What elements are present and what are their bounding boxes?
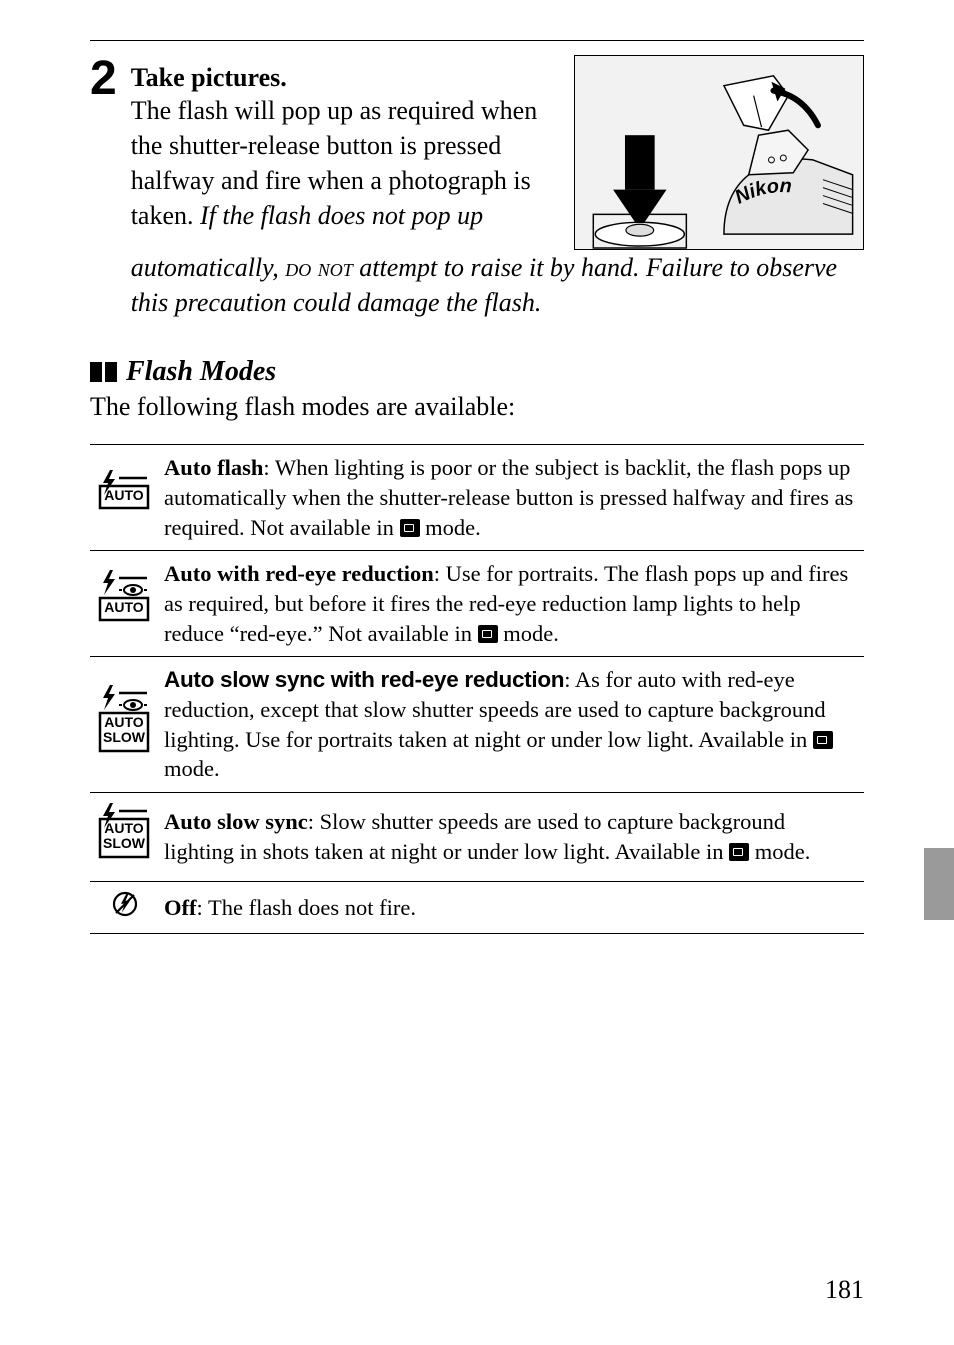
flash-mode-desc-b: mode. [498,621,559,646]
flash-auto-icon: AUTO [97,468,153,520]
flash-auto-redeye-slow-icon: AUTOSLOW [97,683,153,759]
flash-mode-description: Auto flash: When lighting is poor or the… [160,445,864,551]
svg-text:SLOW: SLOW [103,729,146,745]
flash-mode-icon-cell: AUTO [90,551,160,657]
page-number: 181 [825,1275,864,1305]
flash-mode-desc-a: : The flash does not fire. [197,895,417,920]
night-portrait-mode-icon [478,625,498,643]
flash-mode-description: Auto with red-eye reduction: Use for por… [160,551,864,657]
svg-text:AUTO: AUTO [104,487,144,503]
flash-mode-name: Auto slow sync [164,809,308,834]
flash-mode-desc-a: : When lighting is poor or the subject i… [164,455,853,539]
svg-text:AUTO: AUTO [104,820,144,836]
svg-text:AUTO: AUTO [104,714,144,730]
flash-mode-row: AUTOSLOW Auto slow sync with red-eye red… [90,657,864,793]
svg-text:SLOW: SLOW [103,835,146,851]
flash-mode-name: Off [164,895,197,920]
camera-flash-illustration-svg: Nikon [575,56,863,249]
svg-text:AUTO: AUTO [104,599,144,615]
step-content: Take pictures. The flash will pop up as … [131,55,864,320]
flash-mode-desc-b: mode. [749,839,810,864]
step-para-smallcaps: do not [285,253,353,282]
section-bullet-icon [90,362,120,382]
step-para-continuation: automatically, do not attempt to raise i… [131,250,864,320]
section-title: Flash Modes [126,356,276,388]
flash-off-icon [111,890,139,918]
flash-mode-name: Auto with red-eye reduction [164,561,434,586]
flash-mode-row: AUTOSLOW Auto slow sync: Slow shutter sp… [90,793,864,882]
flash-modes-table: AUTO Auto flash: When lighting is poor o… [90,444,864,934]
flash-mode-icon-cell: AUTO [90,445,160,551]
step-text-col: Take pictures. The flash will pop up as … [131,55,574,233]
flash-mode-icon-cell [90,881,160,934]
step-para-italic-cont: automatically, [131,253,286,282]
flash-auto-redeye-icon: AUTO [97,568,153,632]
flash-mode-name: Auto slow sync with red-eye reduction [164,667,564,692]
flash-mode-icon-cell: AUTOSLOW [90,793,160,882]
step-number: 2 [90,55,117,103]
night-portrait-mode-icon [400,519,420,537]
flash-mode-row: AUTO Auto with red-eye reduction: Use fo… [90,551,864,657]
flash-mode-desc-b: mode. [420,515,481,540]
step-para-italic1: If the flash does not pop up [200,201,483,230]
step-title: Take pictures. [131,63,560,93]
flash-mode-desc-b: mode. [164,756,220,781]
top-rule [90,40,864,41]
side-thumb-tab [924,848,954,920]
flash-auto-slow-icon: AUTOSLOW [97,801,153,865]
section-lead: The following flash modes are available: [90,392,864,422]
flash-mode-row: AUTO Auto flash: When lighting is poor o… [90,445,864,551]
flash-mode-description: Auto slow sync with red-eye reduction: A… [160,657,864,793]
section-heading: Flash Modes [90,356,864,388]
step-block: 2 Take pictures. The flash will pop up a… [90,55,864,320]
flash-mode-description: Off: The flash does not fire. [160,881,864,934]
night-portrait-mode-icon [729,843,749,861]
flash-popup-illustration: Nikon [574,55,864,250]
step-row-with-illustration: Take pictures. The flash will pop up as … [131,55,864,250]
night-portrait-mode-icon [813,731,833,749]
flash-mode-name: Auto flash [164,455,263,480]
flash-mode-description: Auto slow sync: Slow shutter speeds are … [160,793,864,882]
flash-mode-row: Off: The flash does not fire. [90,881,864,934]
flash-mode-icon-cell: AUTOSLOW [90,657,160,793]
